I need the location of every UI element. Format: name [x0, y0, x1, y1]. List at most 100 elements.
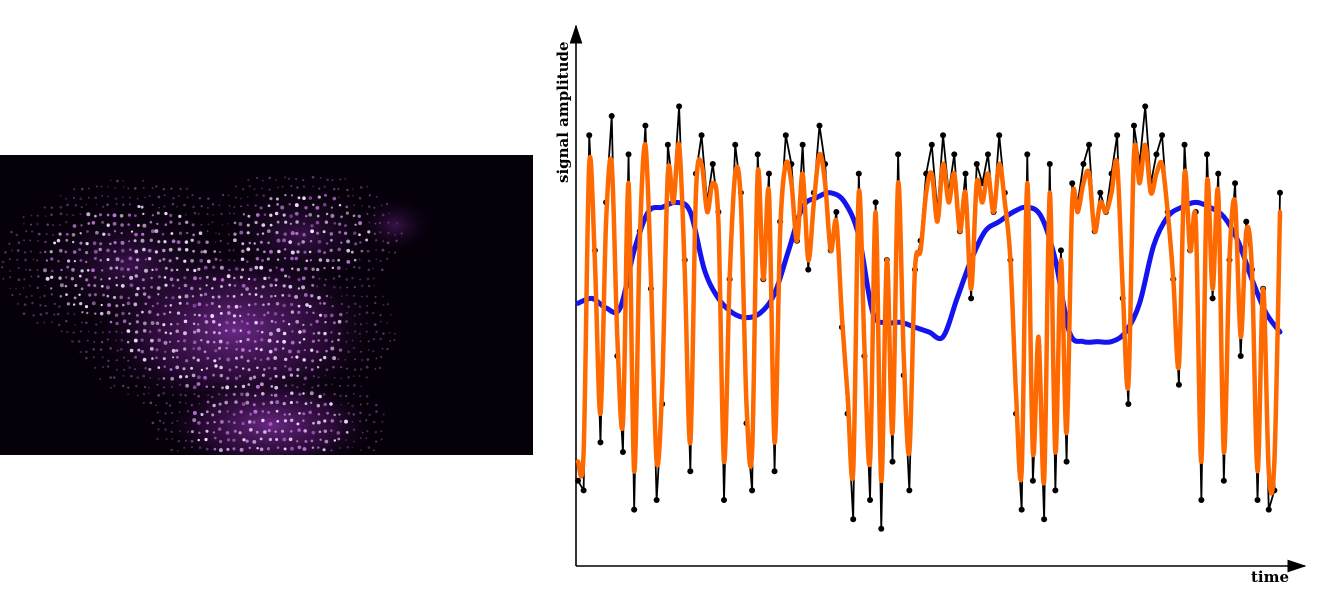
cell-speck: [176, 355, 179, 359]
cell-speck: [247, 303, 251, 307]
cell-speck: [249, 412, 253, 416]
cell-speck: [36, 286, 40, 290]
cell-speck: [157, 275, 161, 279]
cell-speck: [287, 322, 291, 326]
cell-speck: [346, 445, 350, 449]
cell-speck: [303, 383, 305, 386]
cell-speck: [283, 419, 288, 423]
cell-speck: [214, 436, 217, 440]
cell-speck: [120, 259, 124, 263]
cell-speck: [330, 296, 333, 299]
cell-speck: [322, 202, 327, 207]
cell-speck: [214, 349, 218, 353]
cell-speck: [197, 438, 200, 442]
cell-speck: [233, 259, 236, 262]
y-axis-label: signal amplitude: [554, 41, 572, 183]
cell-speck: [107, 303, 112, 307]
cell-speck: [100, 303, 103, 307]
cell-speck: [127, 296, 131, 300]
cell-speck: [273, 347, 278, 352]
cell-speck: [85, 260, 88, 264]
cell-speck: [232, 328, 236, 333]
cell-speck: [205, 303, 209, 307]
cell-speck: [178, 401, 182, 404]
cell-speck: [206, 356, 210, 360]
cell-speck: [247, 277, 251, 281]
cell-speck: [49, 250, 53, 254]
cell-speck: [126, 329, 131, 333]
data-point: [642, 122, 649, 129]
cell-speck: [136, 376, 140, 379]
cell-speck: [316, 420, 321, 425]
cell-speck: [108, 330, 111, 334]
data-point: [1209, 295, 1216, 302]
cell-speck: [192, 385, 197, 390]
cell-speck: [330, 449, 333, 452]
cell-speck: [176, 205, 178, 208]
cell-speck: [273, 356, 278, 360]
cell-speck: [268, 422, 273, 426]
cell-speck: [330, 213, 335, 218]
cell-speck: [115, 284, 119, 287]
cell-speck: [248, 292, 251, 296]
cell-speck: [122, 303, 125, 307]
cell-speck: [235, 340, 239, 344]
cell-speck: [290, 231, 295, 236]
cell-speck: [109, 347, 112, 350]
cell-speck: [380, 438, 383, 441]
cell-speck: [324, 383, 328, 387]
cell-speck: [393, 339, 396, 341]
cell-speck: [218, 331, 221, 335]
fluorescence-microscopy-image: [0, 155, 533, 455]
cell-speck: [156, 222, 159, 226]
cell-speck: [240, 205, 242, 208]
cell-speck: [332, 277, 336, 280]
cell-speck: [337, 338, 340, 342]
cell-speck: [134, 274, 139, 278]
cell-speck: [359, 186, 363, 189]
cell-speck: [50, 293, 53, 296]
cell-speck: [137, 348, 141, 352]
cell-speck: [192, 418, 197, 423]
cell-speck: [382, 413, 385, 416]
cell-speck: [353, 295, 355, 297]
cell-speck: [297, 196, 301, 200]
cell-speck: [203, 292, 208, 296]
cell-speck: [214, 364, 218, 368]
cell-speck: [133, 239, 137, 243]
cell-speck: [151, 421, 155, 425]
cell-speck: [85, 278, 89, 282]
cell-speck: [122, 179, 125, 182]
data-point: [951, 151, 958, 158]
cell-speck: [372, 420, 376, 424]
cell-speck: [234, 304, 239, 309]
cell-speck: [255, 213, 260, 217]
cell-speck: [326, 411, 330, 415]
cell-speck: [211, 319, 216, 324]
cell-speck: [261, 392, 265, 396]
cell-speck: [303, 348, 306, 352]
cell-speck: [123, 356, 125, 359]
cell-speck: [381, 268, 384, 272]
cell-speck: [219, 440, 223, 444]
cell-speck: [317, 249, 322, 253]
cell-speck: [58, 323, 61, 327]
cell-speck: [203, 350, 207, 353]
cell-speck: [255, 256, 260, 261]
cell-speck: [182, 367, 186, 371]
cell-speck: [178, 214, 182, 219]
cell-speck: [246, 247, 251, 252]
cell-speck: [184, 439, 187, 442]
cell-speck: [324, 278, 327, 281]
cell-speck: [381, 248, 385, 252]
cell-speck: [246, 231, 250, 235]
data-point: [721, 497, 728, 503]
cell-speck: [234, 385, 237, 388]
cell-speck: [142, 392, 146, 396]
cell-speck: [240, 293, 244, 296]
cell-speck: [393, 332, 396, 335]
cell-speck: [297, 428, 301, 432]
cell-speck: [316, 267, 320, 272]
cell-speck: [338, 222, 342, 226]
cell-speck: [185, 302, 189, 305]
